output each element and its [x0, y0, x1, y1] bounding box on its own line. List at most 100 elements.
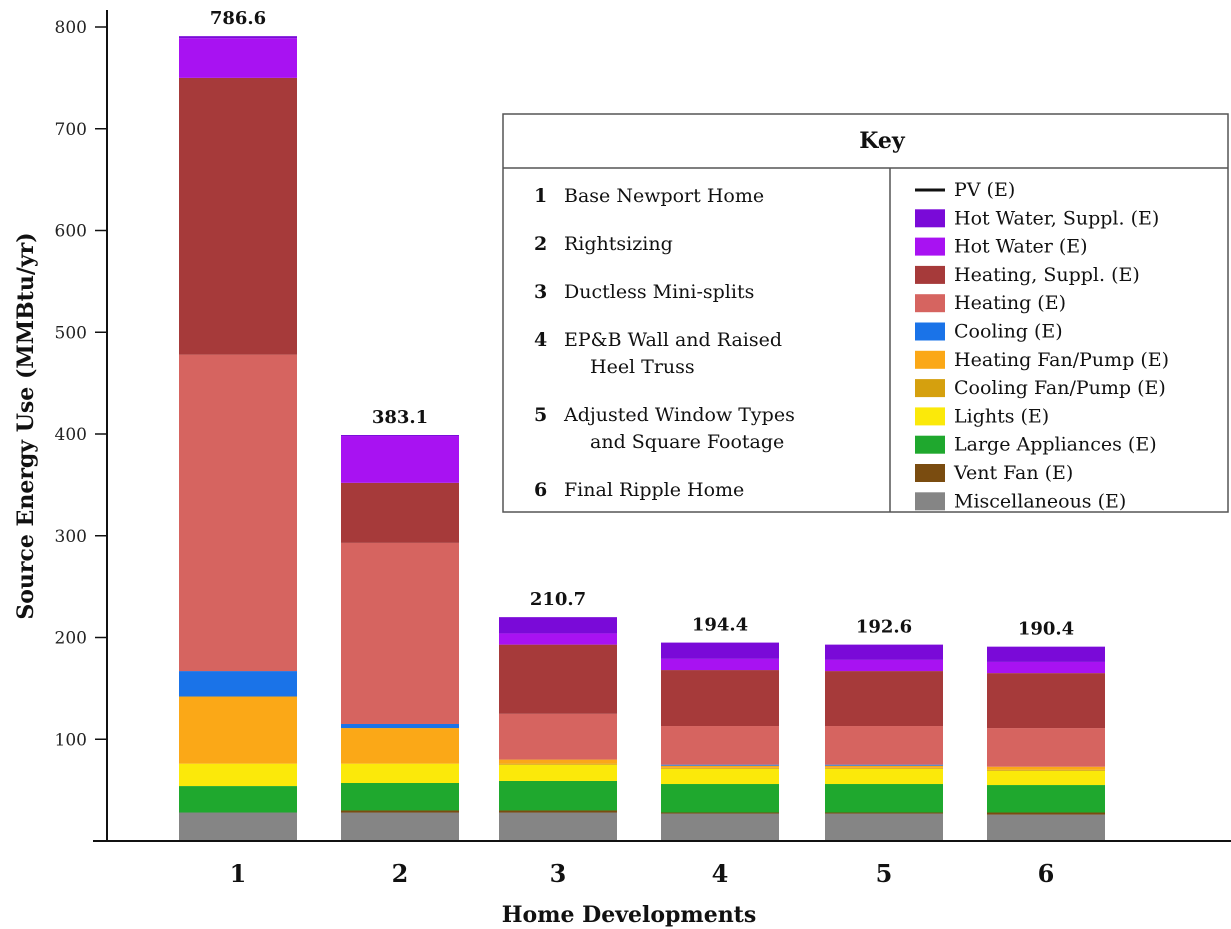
bar-segment	[825, 671, 943, 727]
x-tick-label: 5	[876, 859, 893, 888]
key-border	[502, 113, 1229, 513]
legend-label: Miscellaneous (E)	[954, 490, 1126, 512]
key-development-number: 1	[534, 185, 547, 207]
key-development-number: 3	[534, 281, 547, 303]
legend-swatch	[915, 265, 945, 284]
bar-segment	[987, 785, 1105, 813]
bar-total-label: 383.1	[372, 407, 428, 428]
bar-segment	[661, 765, 779, 768]
bar-segment	[825, 726, 943, 765]
x-axis-title: Home Developments	[502, 902, 756, 928]
y-tick-label: 500	[55, 323, 87, 343]
bar-segment	[825, 784, 943, 813]
bar-segment	[179, 696, 297, 764]
legend-swatch	[915, 209, 945, 228]
bar-segment	[341, 482, 459, 543]
legend-swatch	[915, 492, 945, 511]
legend-swatch	[915, 294, 945, 313]
bar-segment	[661, 812, 779, 814]
legend-swatch	[915, 322, 945, 341]
bar-segment	[661, 764, 779, 766]
bar-segment	[825, 768, 943, 785]
legend-label: Cooling Fan/Pump (E)	[954, 377, 1166, 399]
bar-total-label: 210.7	[530, 589, 586, 610]
bar-segment	[661, 813, 779, 841]
bar-segment	[341, 810, 459, 813]
bar-total-label: 192.6	[856, 617, 912, 638]
bar-segment	[987, 661, 1105, 674]
bar-segment	[179, 671, 297, 697]
y-tick-label: 800	[55, 18, 87, 38]
bar-segment	[499, 713, 617, 760]
bar-segment	[341, 542, 459, 724]
y-ticks-group: 100 200 300 400 500 600 700 800	[55, 18, 107, 750]
bar-segment	[341, 435, 459, 437]
legend-label: Hot Water (E)	[954, 236, 1088, 258]
bar-segment	[661, 642, 779, 659]
bar-segment	[341, 812, 459, 841]
bar-segment	[987, 728, 1105, 767]
bar-segment	[661, 726, 779, 765]
legend-swatch	[915, 350, 945, 369]
x-tick-label: 4	[712, 859, 729, 888]
bar-segment	[987, 673, 1105, 729]
bar-segment	[499, 759, 617, 764]
y-axis-title: Source Energy Use (MMBtu/yr)	[13, 232, 39, 619]
bar-total-label: 190.4	[1018, 619, 1074, 640]
legend-swatch	[915, 464, 945, 482]
x-tick-label: 6	[1038, 859, 1055, 888]
bar-segment	[661, 768, 779, 785]
key-development-label: Heel Truss	[590, 356, 695, 378]
bar-segment	[987, 814, 1105, 841]
legend-label: Heating, Suppl. (E)	[954, 264, 1140, 286]
legend-label: Cooling (E)	[954, 321, 1063, 343]
bar-segment	[825, 812, 943, 814]
legend-swatch	[915, 379, 945, 398]
legend-label: PV (E)	[954, 179, 1015, 201]
key-title: Key	[859, 128, 906, 154]
key-development-label: Rightsizing	[564, 233, 673, 255]
legend-swatch	[915, 407, 945, 426]
bar-segment	[661, 767, 779, 769]
bar-segment	[825, 764, 943, 766]
bar-segment	[499, 812, 617, 841]
bar-segment	[661, 658, 779, 671]
bar-segment	[825, 659, 943, 672]
key-legend-list: PV (E) Hot Water, Suppl. (E) Hot Water (E)…	[915, 179, 1169, 512]
bar-segment	[179, 812, 297, 841]
bar-total-label: 786.6	[210, 8, 266, 29]
y-tick-label: 400	[55, 425, 87, 445]
key-development-number: 2	[534, 233, 547, 255]
bar-segment	[499, 810, 617, 813]
key-development-label: Adjusted Window Types	[563, 404, 795, 426]
bar-segment	[341, 436, 459, 483]
y-tick-label: 300	[55, 527, 87, 547]
bar-segment	[179, 763, 297, 787]
bar-segment	[341, 783, 459, 811]
legend-label: Large Appliances (E)	[954, 434, 1157, 456]
bar-segment	[499, 780, 617, 811]
bar-segment	[825, 765, 943, 768]
legend-swatch	[915, 237, 945, 256]
bar-segment	[825, 767, 943, 769]
bar-segment	[987, 770, 1105, 786]
key-development-list: 1 Base Newport Home 2 Rightsizing 3 Ductless …	[534, 185, 795, 501]
y-tick-label: 100	[55, 730, 87, 750]
legend-label: Vent Fan (E)	[953, 462, 1073, 484]
key-development-label: EP&B Wall and Raised	[564, 329, 782, 351]
bar-segment	[661, 670, 779, 727]
bar-segment	[661, 784, 779, 813]
x-tick-labels-group: 1 2 3 4 5 6	[230, 859, 1055, 888]
key-development-number: 5	[534, 404, 547, 426]
bar-segment	[825, 813, 943, 841]
y-tick-label: 600	[55, 222, 87, 242]
key-development-number: 6	[534, 479, 547, 501]
key-development-label: Base Newport Home	[564, 185, 764, 207]
bar-total-label: 194.4	[692, 615, 748, 636]
bar-segment	[987, 646, 1105, 662]
key-development-label: and Square Footage	[590, 431, 784, 453]
x-tick-label: 1	[230, 859, 247, 888]
total-labels-group: 786.6 383.1 210.7 194.4 192.6 190.4	[210, 8, 1074, 640]
bar-segment	[341, 723, 459, 729]
bar-segment	[825, 644, 943, 660]
